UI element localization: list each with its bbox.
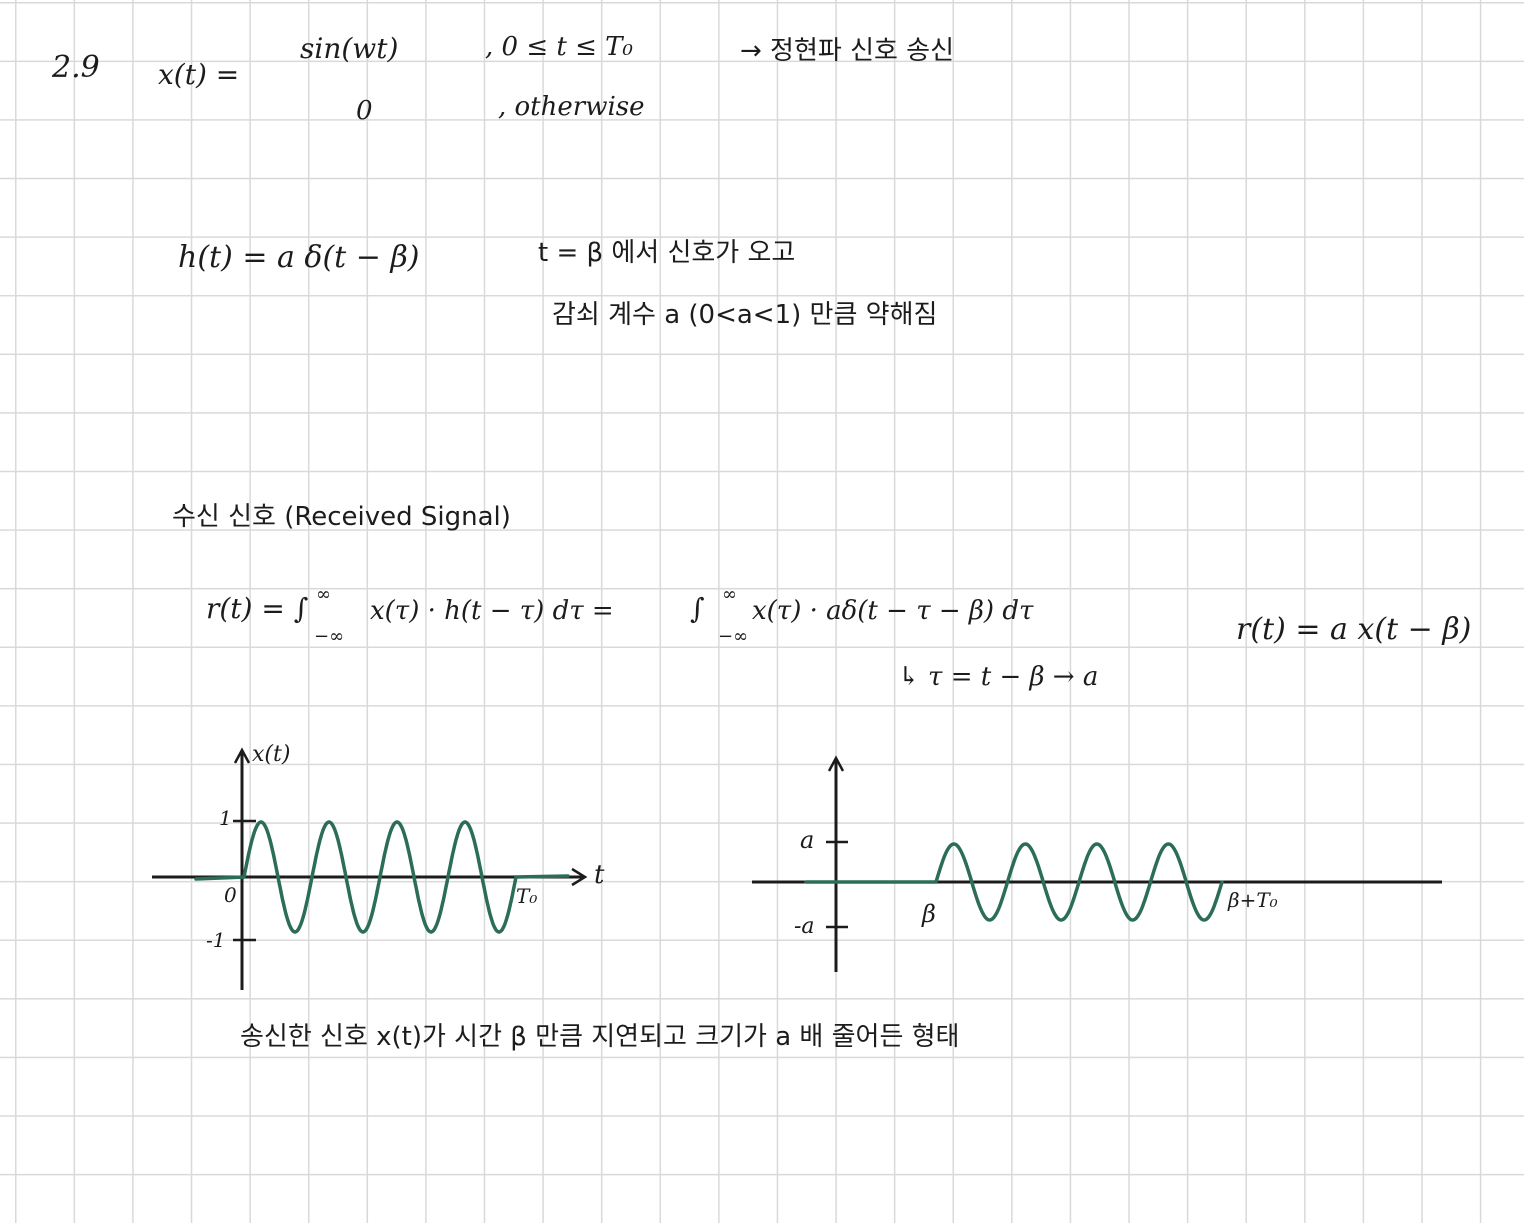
integral-2-upper: ∞ [722,584,737,605]
x-case1-cond: , 0 ≤ t ≤ T₀ [485,32,633,62]
problem-number: 2.9 [52,50,100,85]
graph1-x-arrowhead [571,867,588,887]
integral-2-lower: −∞ [718,626,749,647]
h-def-note-1: t = β 에서 신호가 오고 [538,238,796,268]
integral-1-lower: −∞ [314,626,345,647]
graph2-end-label: β+T₀ [1228,888,1278,912]
conclusion-text: 송신한 신호 x(t)가 시간 β 만큼 지연되고 크기가 a 배 줄어든 형태 [240,1022,960,1052]
graph1-sine-wave [194,820,570,934]
x-case2-expr: 0 [356,96,373,126]
integral-1-body: x(τ) · h(t − τ) dτ = [370,596,614,626]
integral-1-upper: ∞ [316,584,331,605]
graph2-tick-neg-a-label: -a [794,914,815,939]
graph1-end-label: T₀ [516,884,538,908]
graph2-tick-a-label: a [800,826,815,854]
integral-2-body: x(τ) · aδ(t − τ − β) dτ [752,596,1034,626]
x-case2-cond: , otherwise [498,92,645,122]
graph1-tick-neg-one-label: -1 [206,928,226,952]
x-def-lhs: x(t) = [158,58,240,91]
graph1-ylabel: x(t) [252,742,291,767]
received-heading: 수신 신호 (Received Signal) [172,502,511,532]
h-def-note-2: 감쇠 계수 a (0<a<1) 만큼 약해짐 [552,300,938,330]
h-def-equation: h(t) = a δ(t − β) [178,240,420,275]
x-case1-note: → 정현파 신호 송신 [740,36,955,66]
graph1-xlabel: t [594,860,605,890]
graph1-tick-one-label: 1 [219,806,232,830]
graph2-start-label: β [922,900,936,928]
integral-2-sign: ∫ [690,592,705,625]
x-case1-expr: sin(wt) [300,32,399,65]
result-equation: r(t) = a x(t − β) [1236,612,1472,647]
graph1-origin-label: 0 [224,883,237,907]
substitution-note: ↳ τ = t − β → a [898,662,1099,692]
graph1-y-arrowhead [233,747,251,764]
convolution-lhs: r(t) = ∫ [206,592,309,625]
graph2-delayed-wave [804,842,1224,922]
graph2-y-arrowhead [827,755,845,772]
